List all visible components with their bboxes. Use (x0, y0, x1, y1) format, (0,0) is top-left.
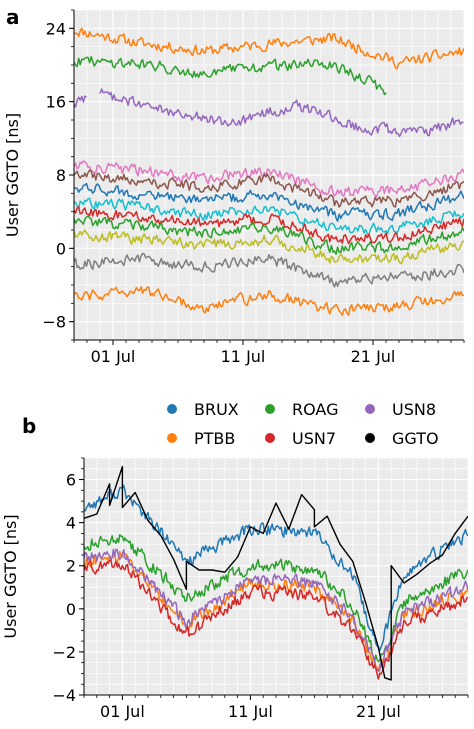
panel-letter: b (22, 414, 36, 438)
series-line-3 (99, 88, 464, 138)
grid (83, 457, 469, 696)
y-tick-label: −4 (52, 686, 76, 705)
legend-marker-usn8 (365, 404, 375, 414)
series-line-4 (74, 160, 464, 198)
x-tick-label: 21 Jul (351, 347, 396, 366)
series-line-usn8 (84, 548, 468, 673)
y-tick-label: 0 (66, 600, 76, 619)
series-line-roag (84, 534, 468, 663)
legend-label-roag: ROAG (292, 400, 339, 419)
series-line-1 (74, 56, 387, 96)
series-line-5 (74, 169, 464, 208)
panel-b: −4 −2 0 2 4 6 01 Jul 11 Jul 21 Jul User GGTO [ns]… (1, 400, 469, 721)
x-tick-label: 11 Jul (228, 702, 273, 721)
series-line-ggto (84, 465, 468, 681)
y-axis-label: User GGTO [ns] (1, 514, 20, 638)
series-line-12 (74, 286, 464, 316)
series-line-brux (84, 484, 468, 652)
series-line-2 (74, 95, 87, 108)
y-tick-label: 4 (66, 514, 76, 533)
series-line-9 (74, 215, 464, 255)
series-group (74, 27, 464, 316)
x-tick-label: 01 Jul (100, 702, 145, 721)
y-tick-label: 6 (66, 471, 76, 490)
y-tick-label: 0 (56, 239, 66, 258)
legend-marker-brux (167, 404, 177, 414)
legend-label-ptbb: PTBB (194, 429, 235, 448)
x-tick-label: 11 Jul (221, 347, 266, 366)
series-line-10 (74, 229, 464, 265)
panel-a: −8 0 8 16 24 01 Jul 11 Jul 21 Jul User GGTO [ns]… (3, 5, 465, 366)
y-tick-label: 8 (56, 166, 66, 185)
legend-marker-roag (265, 404, 275, 414)
legend-label-usn8: USN8 (392, 400, 436, 419)
series-line-usn7 (84, 559, 468, 680)
series-line-11 (74, 252, 464, 288)
y-tick-label: −8 (42, 313, 66, 332)
legend-label-usn7: USN7 (292, 429, 336, 448)
y-tick-label: 2 (66, 557, 76, 576)
series-line-6 (74, 182, 464, 222)
series-line-8 (74, 206, 464, 245)
panel-letter: a (6, 5, 20, 29)
legend-marker-ptbb (167, 433, 177, 443)
legend-marker-ggto (365, 433, 375, 443)
legend-label-brux: BRUX (194, 400, 239, 419)
y-tick-label: 24 (46, 19, 66, 38)
y-tick-label: 16 (46, 93, 66, 112)
x-tick-label: 01 Jul (91, 347, 136, 366)
x-tick-label: 21 Jul (356, 702, 401, 721)
y-axis-label: User GGTO [ns] (3, 113, 22, 237)
series-line-ptbb (84, 550, 468, 672)
legend-label-ggto: GGTO (392, 429, 439, 448)
series-line-0 (74, 27, 464, 70)
series-line-7 (74, 197, 464, 237)
legend-marker-usn7 (265, 433, 275, 443)
legend: BRUX ROAG USN8 PTBB USN7 GGTO (167, 400, 439, 448)
y-tick-label: −2 (52, 643, 76, 662)
series-group (84, 465, 468, 681)
